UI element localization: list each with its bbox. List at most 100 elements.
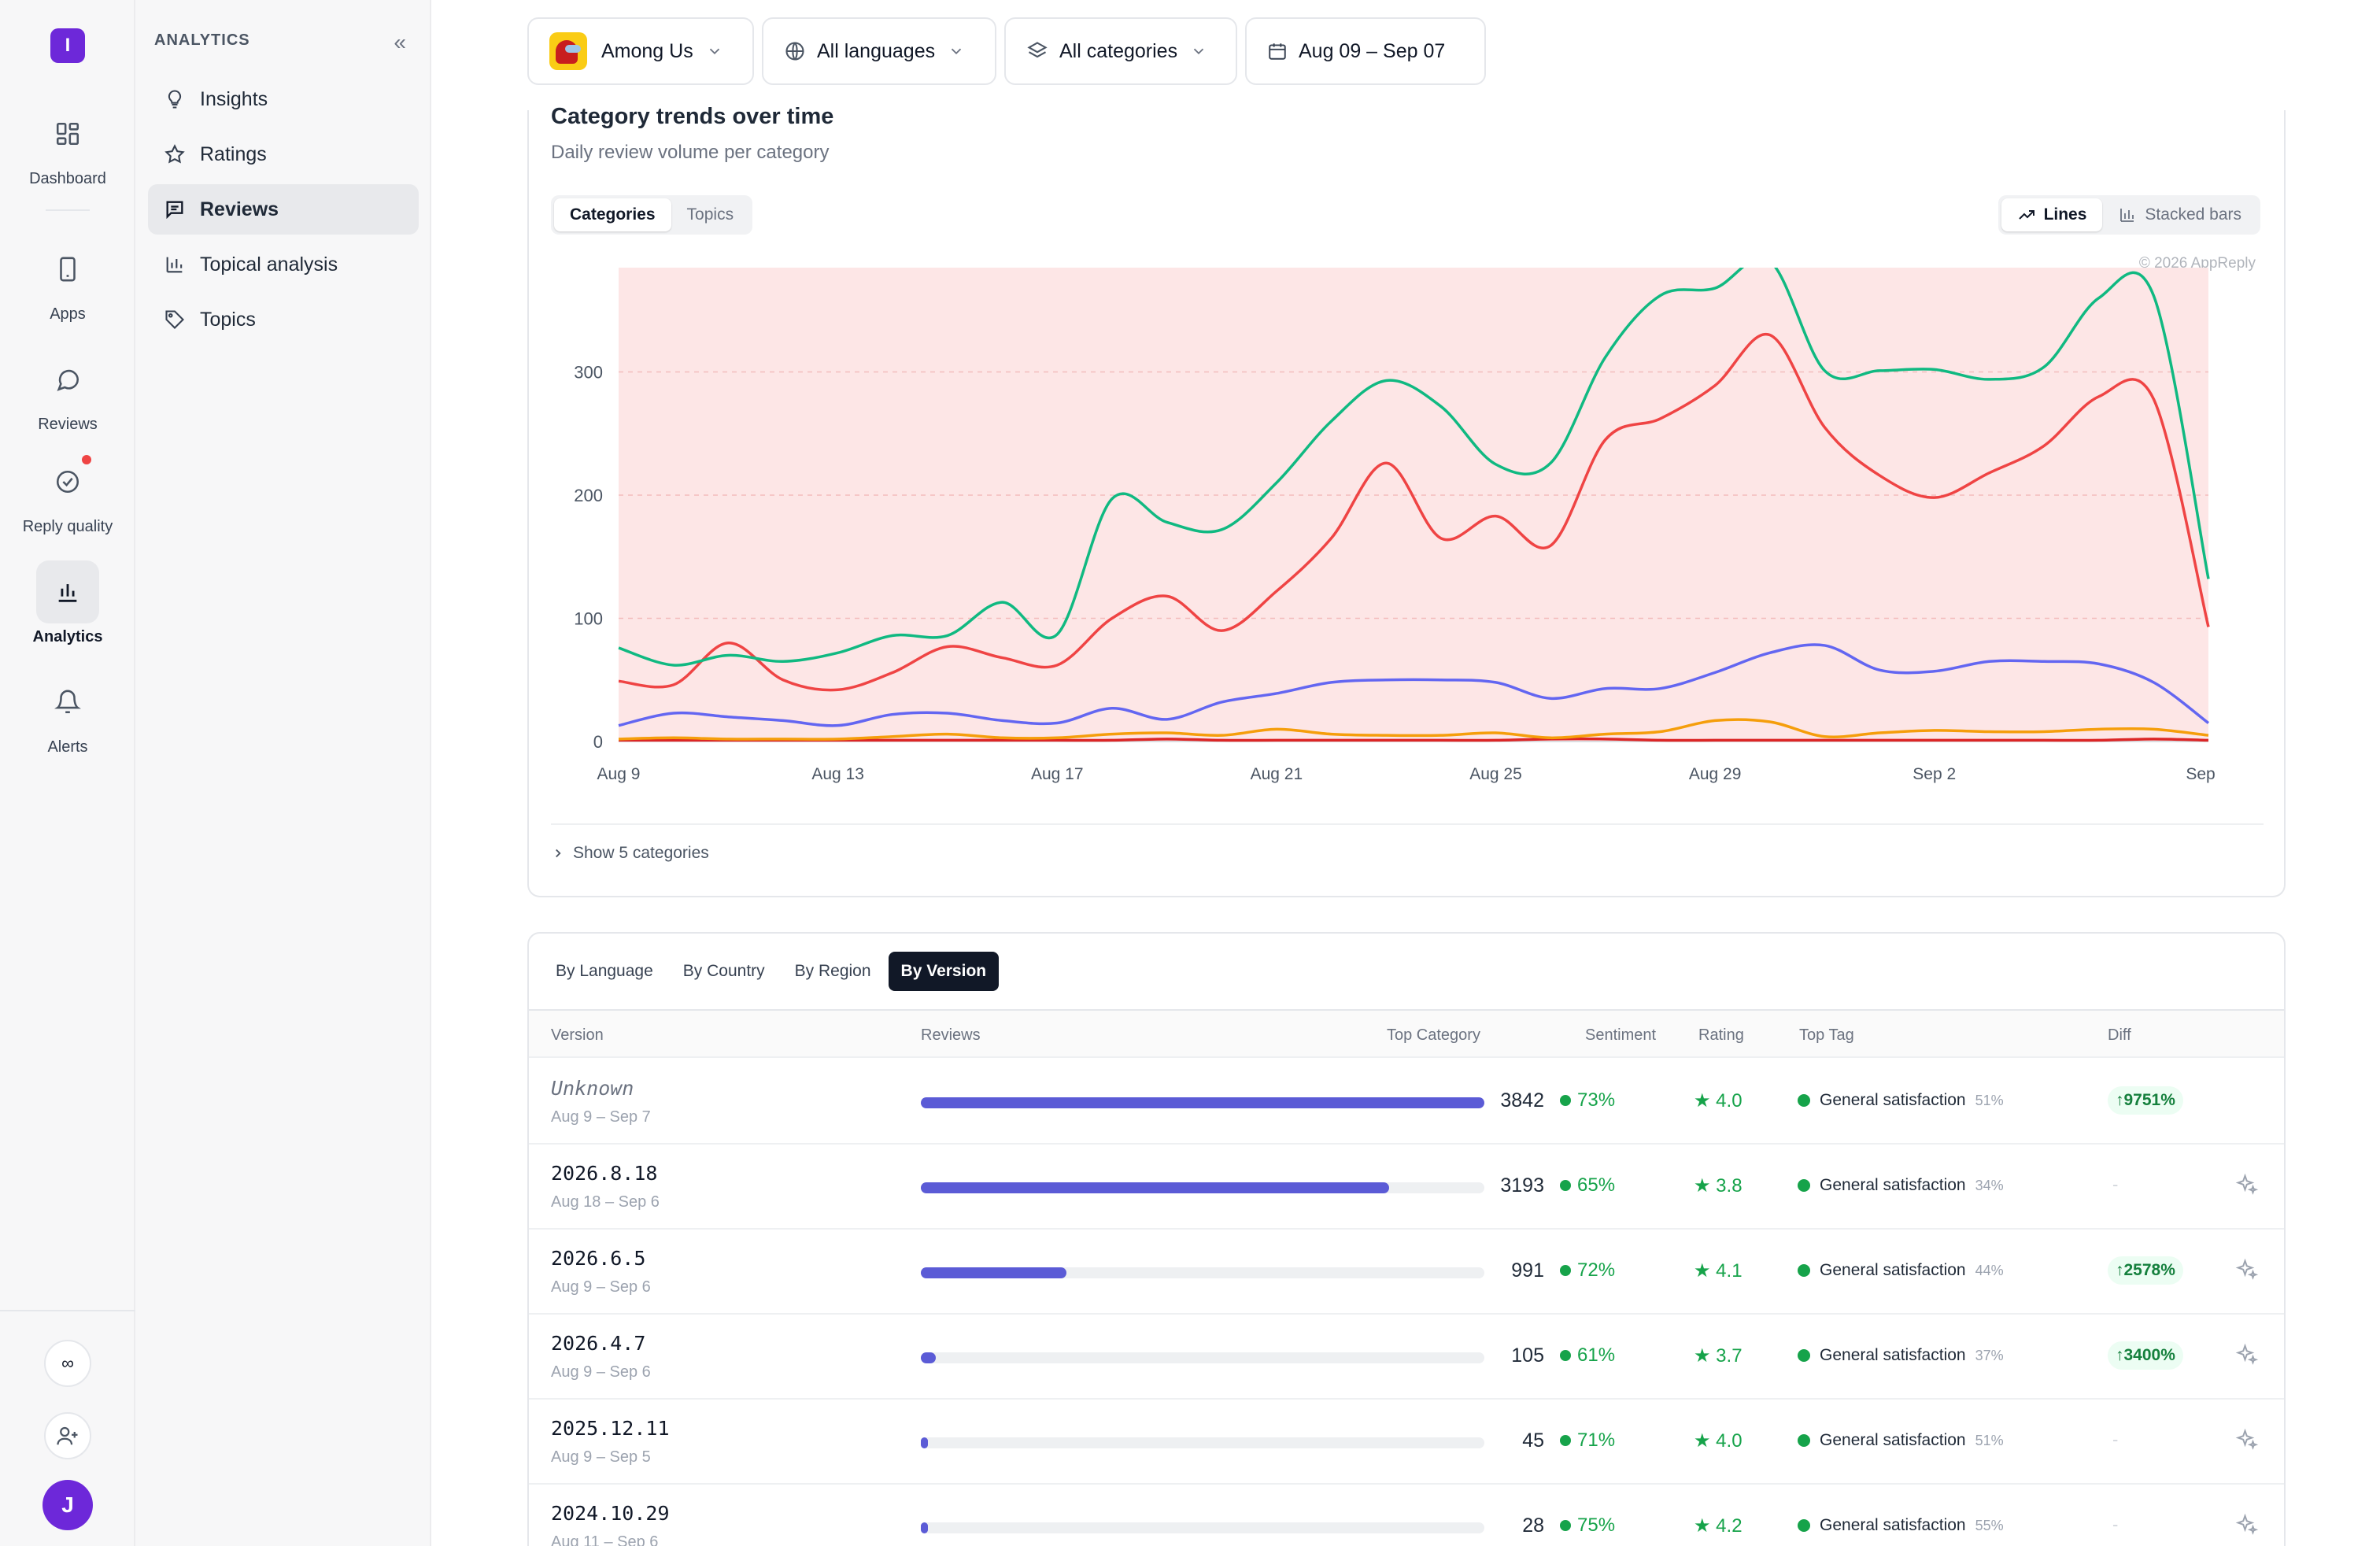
sparkles-icon[interactable] [2235,1428,2259,1452]
card-divider [551,823,2264,825]
user-avatar[interactable]: J [42,1480,93,1530]
tag-dot [1798,1349,1810,1362]
reviews-count: 105 [1511,1344,1544,1367]
sparkles-icon[interactable] [2235,1173,2259,1196]
top-tag: General satisfaction 51% [1798,1431,2004,1450]
sentiment-value: 75% [1560,1515,1615,1537]
calendar-icon [1269,43,1286,60]
reviews-bar-track [921,1522,1484,1533]
layers-icon [1027,42,1048,58]
diff-empty: - [2112,1174,2119,1194]
invite-user-button[interactable] [44,1412,91,1459]
icon-rail: I Dashboard Apps Reviews Reply qua [0,0,135,1546]
tag-label: General satisfaction [1820,1176,1966,1194]
rail-item-alerts[interactable]: Alerts [0,671,135,756]
toggle-stacked-bars[interactable]: Stacked bars [2102,198,2257,231]
toggle-lines[interactable]: Lines [2001,198,2103,231]
header-version[interactable]: Version [551,1026,604,1044]
rail-item-analytics[interactable]: Analytics [0,560,135,646]
sidebar-item-ratings[interactable]: Ratings [148,129,419,179]
category-selector[interactable]: All categories [1004,17,1237,85]
table-row[interactable]: 2026.4.7 Aug 9 – Sep 6 105 61% ★ 3.7 Gen… [529,1315,2284,1400]
top-tag: General satisfaction 55% [1798,1516,2004,1535]
sentiment-text: 75% [1577,1515,1616,1536]
reviews-bar-fill [921,1267,1066,1278]
app-selector[interactable]: Among Us [527,17,754,85]
sentiment-text: 72% [1577,1259,1616,1281]
rail-item-reviews[interactable]: Reviews [0,348,135,434]
header-sentiment[interactable]: Sentiment [1585,1026,1657,1044]
show-categories-button[interactable]: Show 5 categories [551,844,709,863]
header-rating[interactable]: Rating [1698,1026,1744,1044]
table-header: Version Reviews Top Category Sentiment R… [529,1009,2284,1058]
sparkles-icon[interactable] [2235,1513,2259,1537]
table-row[interactable]: 2026.6.5 Aug 9 – Sep 6 991 72% ★ 4.1 Gen… [529,1230,2284,1315]
phone-icon [36,238,99,301]
sentiment-dot [1560,1520,1571,1531]
chart-title: Category trends over time [551,104,834,129]
sentiment-value: 72% [1560,1259,1615,1282]
series-line-2 [618,643,2210,727]
sidebar-item-label: Topical analysis [200,253,338,276]
tab-by-country[interactable]: By Country [682,962,765,980]
collapse-sidebar-icon[interactable]: « [394,30,406,54]
table-row[interactable]: 2025.12.11 Aug 9 – Sep 5 45 71% ★ 4.0 Ge… [529,1400,2284,1485]
x-tick-label: Sep 2 [1913,765,1956,783]
workspace-logo[interactable]: I [50,28,85,63]
tag-label: General satisfaction [1820,1261,1966,1279]
version-label: 2025.12.11 [551,1417,670,1440]
reviews-bar-track [921,1267,1484,1278]
header-top-tag[interactable]: Top Tag [1799,1026,1854,1044]
header-diff[interactable]: Diff [2108,1026,2131,1044]
sparkles-icon[interactable] [2235,1343,2259,1367]
x-tick-label: Aug 21 [1251,765,1303,783]
date-range-value: Aug 09 – Sep 07 [1299,39,1446,62]
rating-value: ★ 4.1 [1694,1260,1743,1282]
table-row[interactable]: Unknown Aug 9 – Sep 7 3842 73% ★ 4.0 Gen… [529,1060,2284,1145]
x-tick-label: Aug 9 [597,765,641,783]
infinity-button[interactable]: ∞ [44,1340,91,1387]
notification-dot [82,455,91,464]
version-dates: Aug 9 – Sep 6 [551,1278,651,1296]
rail-label: Dashboard [29,170,106,187]
language-selector-value: All languages [817,39,936,62]
header-reviews[interactable]: Reviews [921,1026,981,1044]
rail-item-reply-quality[interactable]: Reply quality [0,450,135,536]
rail-item-apps[interactable]: Apps [0,238,135,324]
chevron-down-icon [1193,48,1204,55]
table-row[interactable]: 2026.8.18 Aug 18 – Sep 6 3193 65% ★ 3.8 … [529,1145,2284,1230]
sidebar-item-topics[interactable]: Topics [148,294,419,345]
tag-icon [165,310,184,329]
table-row[interactable]: 2024.10.29 Aug 11 – Sep 6 28 75% ★ 4.2 G… [529,1485,2284,1546]
user-plus-icon [57,1426,78,1445]
reviews-bar-fill [921,1352,937,1363]
reviews-count: 28 [1522,1515,1544,1537]
rail-label: Apps [50,305,86,323]
sidebar-item-insights[interactable]: Insights [148,74,419,124]
rail-label: Analytics [32,628,103,645]
rail-bottom-divider [0,1310,135,1311]
sparkles-icon[interactable] [2235,1258,2259,1282]
sentiment-text: 65% [1577,1174,1616,1196]
language-selector[interactable]: All languages [762,17,996,85]
rail-item-dashboard[interactable]: Dashboard [0,102,135,188]
rating-value: ★ 4.0 [1694,1430,1743,1452]
diff-badge: ↑2578% [2108,1256,2183,1285]
sidebar-item-reviews[interactable]: Reviews [148,184,419,235]
header-top-category[interactable]: Top Category [1387,1026,1480,1044]
lightbulb-icon [168,90,182,109]
tab-by-region[interactable]: By Region [794,962,871,980]
category-trends-card: Category trends over time Daily review v… [527,104,2286,897]
tag-label: General satisfaction [1820,1431,1966,1449]
reviews-bar-track [921,1182,1484,1193]
tag-label: General satisfaction [1820,1346,1966,1364]
toggle-topics[interactable]: Topics [686,205,734,224]
diff-empty: - [2112,1515,2119,1534]
tag-percent: 34% [1975,1177,2004,1193]
tab-by-version[interactable]: By Version [888,952,1000,991]
tab-by-language[interactable]: By Language [556,962,653,980]
toggle-categories[interactable]: Categories [554,198,671,231]
date-range-picker[interactable]: Aug 09 – Sep 07 [1245,17,1486,85]
bell-icon [36,671,99,734]
sidebar-item-topical-analysis[interactable]: Topical analysis [148,239,419,290]
